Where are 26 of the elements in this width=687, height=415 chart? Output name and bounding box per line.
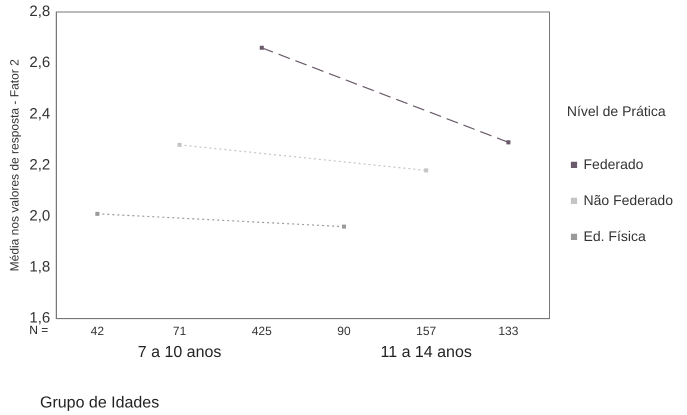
- legend-title: Nível de Prática: [566, 102, 666, 119]
- point: [506, 140, 510, 144]
- y-tick-label: 1,8: [29, 258, 50, 276]
- x-tick-label: 90: [337, 324, 351, 338]
- legend-label: Federado: [583, 156, 644, 172]
- text: 7 a 10 anos: [138, 344, 222, 362]
- point: [342, 224, 346, 229]
- y-axis-title: Média nos valores de resposta - Fator 2: [8, 58, 22, 272]
- x-tick-label: 157: [416, 324, 437, 338]
- x-axis-title: Grupo de Idades: [40, 394, 160, 412]
- y-tick-label: 2,2: [29, 156, 50, 174]
- point: [260, 46, 264, 50]
- point: [178, 142, 182, 147]
- x-tick-label: 71: [172, 324, 187, 338]
- text: 11 a 14 anos: [380, 344, 472, 362]
- legend-label: Ed. Física: [583, 228, 646, 244]
- y-tick-label: 2,4: [29, 105, 50, 122]
- y-tick-label: 2,6: [29, 54, 50, 72]
- x-tick-label: 133: [498, 324, 519, 338]
- x-tick-label: 42: [90, 324, 104, 338]
- x-tick-label: 425: [252, 324, 272, 338]
- y-tick-label: 2,0: [29, 208, 50, 225]
- y-tick-label: 2,8: [29, 3, 50, 20]
- legend-label: Não Federado: [583, 192, 674, 208]
- point: [424, 168, 428, 172]
- point: [95, 212, 100, 216]
